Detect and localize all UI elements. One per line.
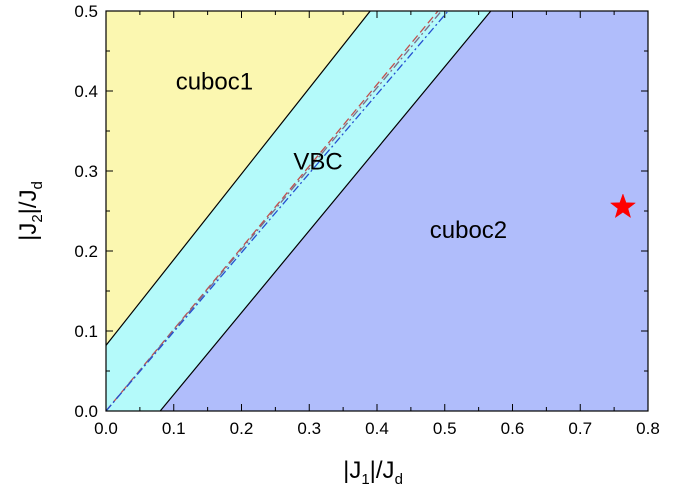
y-tick-label: 0.3 — [74, 162, 98, 181]
x-tick-label: 0.0 — [94, 419, 118, 438]
y-tick-label: 0.2 — [74, 242, 98, 261]
x-tick-label: 0.8 — [636, 419, 660, 438]
boundary-line-5 — [105, 10, 449, 412]
region-label-cuboc1: cuboc1 — [176, 68, 253, 95]
x-tick-label: 0.4 — [365, 419, 389, 438]
y-axis-title: |J2|/Jd — [15, 181, 46, 241]
x-tick-label: 0.1 — [162, 419, 186, 438]
x-tick-label: 0.2 — [230, 419, 254, 438]
tick-labels: 0.0 0.1 0.2 0.3 0.4 0.5 0.6 0.7 0.8 0.0 0.1 0.2 0.3 0… — [74, 2, 659, 438]
boundary-line-2 — [159, 10, 492, 412]
star-marker — [609, 193, 637, 219]
region-vbc — [106, 11, 491, 411]
y-tick-label: 0.5 — [74, 2, 98, 21]
boundary-line-4 — [105, 10, 442, 412]
phase-boundaries — [105, 10, 492, 412]
region-label-vbc: VBC — [293, 148, 342, 175]
region-label-cuboc2: cuboc2 — [430, 217, 507, 244]
plot-frame — [105, 10, 649, 412]
region-labels: cuboc1 VBC cuboc2 — [176, 68, 507, 244]
x-tick-label: 0.6 — [501, 419, 525, 438]
x-tick-label: 0.5 — [433, 419, 457, 438]
y-tick-label: 0.1 — [74, 322, 98, 341]
axis-ticks — [105, 10, 649, 412]
marker-layer — [609, 193, 637, 219]
y-tick-label: 0.4 — [74, 82, 98, 101]
boundary-line-1 — [105, 10, 371, 346]
y-tick-label: 0.0 — [74, 402, 98, 421]
x-tick-label: 0.7 — [568, 419, 592, 438]
region-cuboc2 — [160, 11, 648, 411]
x-axis-title: |J1|/Jd — [343, 457, 403, 488]
x-tick-label: 0.3 — [297, 419, 321, 438]
